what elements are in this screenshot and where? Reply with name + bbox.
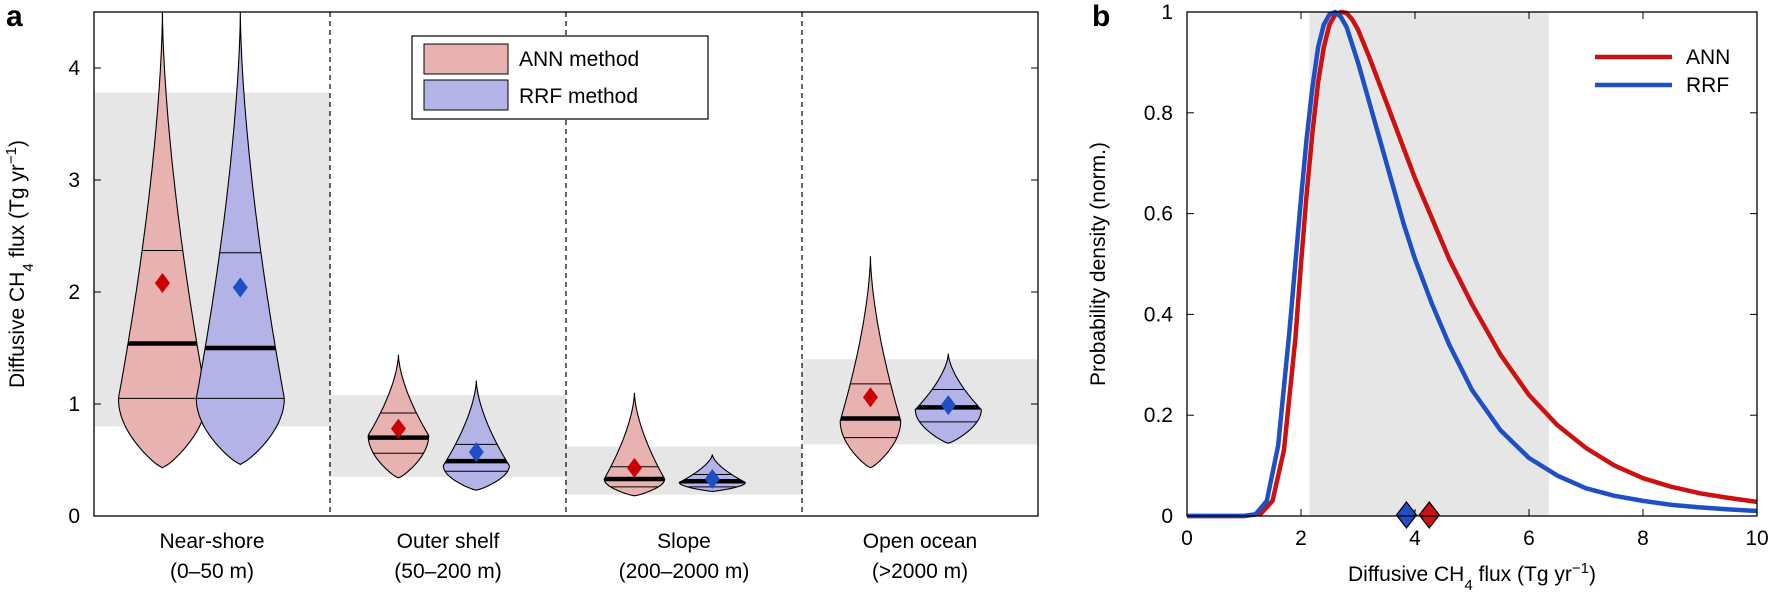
y-tick-label: 0 — [1161, 505, 1173, 528]
category-sublabel: (50–200 m) — [394, 560, 501, 583]
x-tick-label: 2 — [1295, 527, 1307, 550]
category-sublabel: (200–2000 m) — [619, 560, 750, 583]
y-tick-label: 0.2 — [1144, 404, 1173, 427]
panel-a-violin-chart: 0 1 2 3 4 Near-shore (0–50 m) Outer shelf (50–2… — [3, 11, 1039, 583]
category-label: Open ocean — [863, 530, 977, 553]
x-tick-label: 6 — [1523, 527, 1535, 550]
density-line-ann — [1187, 9, 1758, 519]
mean-marker-rrf — [1395, 501, 1418, 529]
violin-rrf — [195, 12, 285, 466]
density-line-rrf — [1187, 9, 1758, 519]
category-label: Outer shelf — [397, 530, 500, 553]
panel-b-line-chart: 0 2 4 6 8 10 0 0.2 0.4 0.6 0.8 1 Diffusive CH4 flu… — [1087, 1, 1769, 593]
legend-a: ANN method RRF method — [411, 35, 709, 120]
mean-marker-rrf — [704, 469, 720, 490]
y-tick-label: 0 — [68, 505, 80, 528]
legend-label-ann: ANN method — [519, 48, 639, 71]
y-tick-label: 4 — [68, 57, 80, 80]
x-tick-label: 8 — [1637, 527, 1649, 550]
density-lines — [1187, 9, 1758, 519]
y-tick-label: 0.8 — [1144, 102, 1173, 125]
violin-ann — [603, 392, 666, 497]
x-tick-label: 4 — [1409, 527, 1421, 550]
legend-label-ann-b: ANN — [1686, 46, 1730, 69]
mean-marker-ann — [390, 418, 406, 439]
y-axis-ticks: 0 1 2 3 4 — [68, 57, 1038, 528]
y-tick-label: 0.4 — [1144, 303, 1174, 326]
range-band — [566, 446, 802, 495]
mean-marker-ann — [626, 457, 642, 478]
legend-b: ANN RRF — [1595, 46, 1730, 97]
x-tick-label: 0 — [1181, 527, 1193, 550]
plot-frame-a — [93, 11, 1039, 517]
x-axis-ticks: 0 2 4 6 8 10 — [1181, 12, 1769, 550]
mean-markers — [1395, 501, 1441, 529]
mean-marker-ann — [862, 387, 878, 408]
mean-marker-rrf — [468, 442, 484, 463]
y-axis-ticks: 0 0.2 0.4 0.6 0.8 1 — [1144, 1, 1757, 528]
legend-label-rrf-b: RRF — [1686, 74, 1729, 97]
y-axis-label-b: Probability density (norm.) — [1087, 142, 1110, 386]
legend-label-rrf: RRF method — [519, 85, 638, 108]
y-tick-label: 1 — [68, 393, 80, 416]
panel-a-label: a — [6, 0, 23, 33]
mean-marker-rrf — [940, 395, 956, 416]
category-sublabel: (>2000 m) — [872, 560, 968, 583]
y-tick-label: 1 — [1161, 1, 1173, 24]
category-label: Near-shore — [159, 530, 264, 553]
x-category-labels: Near-shore (0–50 m) Outer shelf (50–200 m) S… — [159, 530, 977, 583]
x-axis-label-b: Diffusive CH4 flux (Tg yr−1) — [1348, 560, 1596, 593]
violin-ann — [839, 256, 902, 469]
shaded-range — [1309, 12, 1549, 516]
legend-swatch-rrf — [423, 79, 509, 111]
panel-b-label: b — [1092, 0, 1110, 33]
legend-swatch-ann — [423, 43, 509, 75]
y-axis-label-a: Diffusive CH4 flux (Tg yr−1) — [3, 140, 37, 388]
range-band — [802, 359, 1038, 445]
violins — [117, 11, 982, 497]
y-tick-label: 3 — [68, 169, 80, 192]
x-tick-label: 10 — [1745, 527, 1768, 550]
mean-marker-ann — [1418, 501, 1441, 529]
y-tick-label: 0.6 — [1144, 203, 1173, 226]
mean-marker-ann — [154, 273, 170, 294]
plot-frame-b — [1186, 11, 1758, 517]
mean-marker-rrf — [232, 277, 248, 298]
category-sublabel: (0–50 m) — [170, 560, 254, 583]
y-tick-label: 2 — [68, 281, 80, 304]
category-label: Slope — [657, 530, 711, 553]
